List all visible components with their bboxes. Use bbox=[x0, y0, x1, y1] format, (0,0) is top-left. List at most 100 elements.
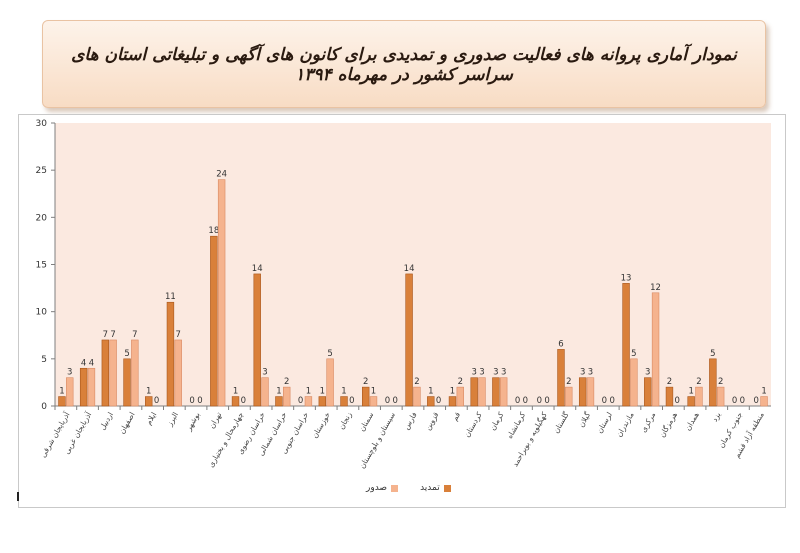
data-label-tamdid: 1 bbox=[276, 387, 281, 397]
x-category-label: مرکزی bbox=[639, 411, 658, 434]
x-category-label: قزوین bbox=[423, 410, 441, 431]
x-category-label: کرمان bbox=[488, 410, 506, 432]
data-label-tamdid: 1 bbox=[59, 387, 64, 397]
bar-sodour bbox=[326, 358, 334, 407]
data-label-sodour: 2 bbox=[696, 377, 701, 387]
bar-tamdid bbox=[492, 377, 500, 407]
bar-tamdid bbox=[145, 396, 153, 407]
x-category-label: ایلام bbox=[144, 411, 158, 427]
data-label-tamdid: 0 bbox=[732, 396, 737, 406]
x-category-label: مازندران bbox=[614, 411, 635, 439]
bar-tamdid bbox=[709, 358, 717, 407]
data-label-tamdid: 13 bbox=[621, 273, 632, 283]
data-label-tamdid: 0 bbox=[189, 396, 194, 406]
data-label-sodour: 2 bbox=[718, 377, 723, 387]
data-label-sodour: 0 bbox=[675, 396, 680, 406]
bar-tamdid bbox=[644, 377, 652, 407]
data-label-tamdid: 3 bbox=[493, 368, 498, 378]
bar-sodour bbox=[131, 339, 139, 407]
bar-sodour bbox=[369, 396, 378, 407]
data-label-tamdid: 18 bbox=[208, 226, 219, 236]
data-label-sodour: 7 bbox=[176, 330, 181, 340]
data-label-tamdid: 1 bbox=[688, 387, 693, 397]
data-label-tamdid: 2 bbox=[363, 377, 368, 387]
bar-sodour bbox=[630, 358, 638, 407]
x-category-label: لرستان bbox=[595, 411, 614, 435]
legend: تمدید صدور bbox=[366, 483, 451, 493]
x-category-label: اردبیل bbox=[98, 411, 115, 432]
bar-sodour bbox=[174, 339, 182, 407]
bar-sodour bbox=[651, 292, 660, 407]
data-label-tamdid: 3 bbox=[580, 368, 585, 378]
x-category-label: تهران bbox=[207, 411, 223, 430]
data-label-sodour: 7 bbox=[132, 330, 137, 340]
bar-tamdid bbox=[318, 396, 327, 407]
bar-tamdid bbox=[557, 349, 565, 407]
bar-sodour bbox=[66, 377, 74, 407]
bar-tamdid bbox=[470, 377, 478, 407]
data-label-tamdid: 14 bbox=[252, 264, 263, 274]
bar-tamdid bbox=[362, 386, 370, 407]
data-label-sodour: 5 bbox=[327, 349, 332, 359]
bar-tamdid bbox=[340, 396, 348, 407]
legend-item-sodour: صدور bbox=[366, 483, 399, 493]
data-label-sodour: 0 bbox=[544, 396, 549, 406]
bar-tamdid bbox=[58, 396, 66, 407]
y-tick-label: 30 bbox=[36, 119, 48, 129]
y-tick-label: 5 bbox=[41, 355, 47, 365]
data-label-tamdid: 3 bbox=[645, 368, 650, 378]
y-tick-label: 15 bbox=[36, 261, 47, 271]
legend-swatch-sodour bbox=[391, 484, 399, 492]
bar-tamdid bbox=[123, 358, 131, 407]
legend-swatch-tamdid bbox=[443, 484, 451, 492]
x-category-label: گیلان bbox=[577, 410, 593, 429]
data-label-tamdid: 1 bbox=[428, 387, 433, 397]
data-label-sodour: 0 bbox=[740, 396, 745, 406]
bar-sodour bbox=[109, 339, 117, 407]
data-label-sodour: 1 bbox=[761, 387, 766, 397]
data-label-sodour: 2 bbox=[284, 377, 289, 387]
bar-sodour bbox=[586, 377, 595, 407]
data-label-sodour: 3 bbox=[588, 368, 593, 378]
bar-tamdid bbox=[166, 301, 175, 407]
x-category-label: بوشهر bbox=[184, 411, 202, 434]
data-label-tamdid: 5 bbox=[710, 349, 715, 359]
bar-sodour bbox=[695, 386, 703, 407]
data-label-sodour: 0 bbox=[349, 396, 354, 406]
data-label-tamdid: 0 bbox=[515, 396, 520, 406]
chart-title: نمودار آماری پروانه های فعالیت صدوری و ت… bbox=[71, 45, 737, 85]
data-label-sodour: 3 bbox=[262, 368, 267, 378]
bar-tamdid bbox=[253, 273, 261, 407]
bar-tamdid bbox=[665, 386, 674, 407]
y-tick-label: 20 bbox=[36, 213, 48, 223]
data-label-sodour: 1 bbox=[306, 387, 311, 397]
legend-label-sodour: صدور bbox=[366, 483, 388, 493]
data-label-sodour: 3 bbox=[67, 368, 72, 378]
data-label-sodour: 2 bbox=[458, 377, 463, 387]
x-category-label: البرز bbox=[165, 411, 180, 429]
data-label-sodour: 3 bbox=[479, 368, 484, 378]
chart-frame: 0 5 10 15 20 25 30 1 3 آذربایجان شرقی 4 4 آذربایجان … bbox=[18, 114, 786, 508]
bar-sodour bbox=[217, 179, 226, 407]
bar-tamdid bbox=[101, 339, 110, 407]
bar-sodour bbox=[413, 386, 421, 407]
bar-sodour bbox=[261, 377, 269, 407]
data-label-sodour: 0 bbox=[609, 396, 614, 406]
data-label-tamdid: 11 bbox=[165, 292, 176, 302]
bar-tamdid bbox=[448, 396, 457, 407]
data-label-tamdid: 6 bbox=[558, 339, 563, 349]
data-label-sodour: 0 bbox=[154, 396, 159, 406]
data-label-tamdid: 0 bbox=[298, 396, 303, 406]
x-category-label: اصفهان bbox=[117, 411, 137, 436]
data-label-sodour: 0 bbox=[241, 396, 246, 406]
bar-tamdid bbox=[210, 235, 218, 407]
x-category-label: زنجان bbox=[337, 410, 354, 431]
x-category-label: فارس bbox=[402, 410, 419, 431]
data-label-tamdid: 4 bbox=[81, 358, 86, 368]
data-label-tamdid: 14 bbox=[404, 264, 415, 274]
bar-tamdid bbox=[275, 396, 283, 407]
bar-sodour bbox=[760, 396, 768, 407]
data-label-sodour: 24 bbox=[216, 170, 227, 180]
data-label-tamdid: 1 bbox=[146, 387, 151, 397]
